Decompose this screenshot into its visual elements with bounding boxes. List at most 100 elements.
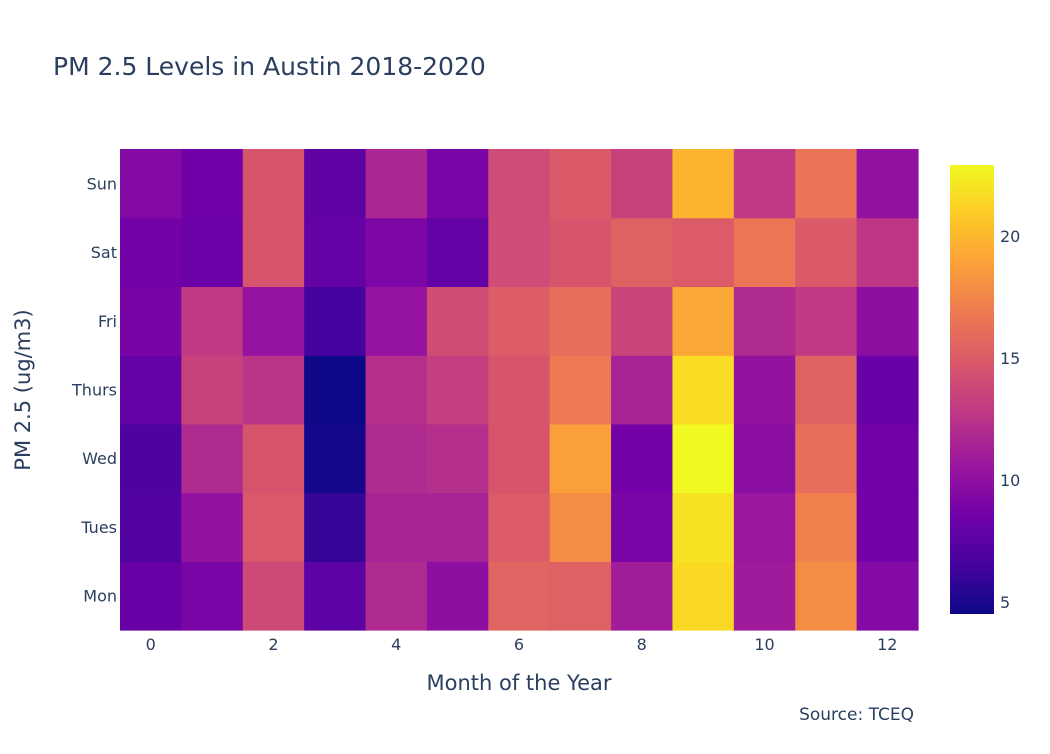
- y-tick-label: Sun: [87, 174, 117, 193]
- heatmap-cell-sat-8: [611, 217, 674, 288]
- colorbar-tick-label: 15: [1000, 349, 1020, 368]
- heatmap-cell-mon-7: [549, 561, 612, 631]
- heatmap-cell-wed-11: [795, 423, 858, 494]
- heatmap-cell-thurs-5: [426, 355, 489, 425]
- colorbar-tick-label: 5: [1000, 593, 1010, 612]
- heatmap-cells: [120, 149, 919, 631]
- x-axis-title: Month of the Year: [426, 671, 611, 695]
- heatmap-cell-fri-9: [672, 286, 735, 356]
- heatmap-cell-mon-1: [181, 561, 244, 631]
- heatmap-cell-thurs-0: [120, 355, 182, 425]
- x-tick-label: 8: [637, 635, 647, 654]
- heatmap-cell-thurs-2: [242, 355, 305, 425]
- heatmap-cell-sun-12: [856, 149, 919, 219]
- heatmap-cell-tues-11: [795, 492, 858, 562]
- heatmap-cell-sat-5: [426, 217, 489, 288]
- heatmap-cell-tues-0: [120, 492, 182, 562]
- colorbar-tick-label: 10: [1000, 471, 1020, 490]
- heatmap-cell-wed-8: [611, 423, 674, 494]
- y-axis-title: PM 2.5 (ug/m3): [11, 309, 35, 470]
- heatmap-cell-fri-4: [365, 286, 428, 356]
- heatmap-cell-sat-6: [488, 217, 551, 288]
- heatmap-cell-mon-11: [795, 561, 858, 631]
- heatmap-cell-tues-10: [733, 492, 796, 562]
- x-tick-label: 0: [146, 635, 156, 654]
- heatmap-cell-sun-7: [549, 149, 612, 219]
- x-tick-label: 12: [877, 635, 897, 654]
- heatmap-cell-sun-8: [611, 149, 674, 219]
- heatmap-cell-sat-1: [181, 217, 244, 288]
- heatmap-cell-mon-10: [733, 561, 796, 631]
- heatmap-cell-wed-7: [549, 423, 612, 494]
- heatmap-cell-sun-3: [304, 149, 367, 219]
- heatmap-cell-thurs-12: [856, 355, 919, 425]
- heatmap-cell-tues-12: [856, 492, 919, 562]
- source-note: Source: TCEQ: [799, 705, 914, 725]
- heatmap-cell-mon-9: [672, 561, 735, 631]
- x-tick-label: 10: [754, 635, 774, 654]
- heatmap-cell-mon-12: [856, 561, 919, 631]
- heatmap-cell-fri-11: [795, 286, 858, 356]
- heatmap-cell-wed-3: [304, 423, 367, 494]
- heatmap-cell-sat-0: [120, 217, 182, 288]
- heatmap-cell-wed-12: [856, 423, 919, 494]
- heatmap-cell-wed-6: [488, 423, 551, 494]
- heatmap-cell-sat-7: [549, 217, 612, 288]
- heatmap-cell-fri-2: [242, 286, 305, 356]
- colorbar-tick-label: 20: [1000, 227, 1020, 246]
- heatmap-cell-fri-6: [488, 286, 551, 356]
- heatmap-cell-thurs-10: [733, 355, 796, 425]
- heatmap-cell-fri-7: [549, 286, 612, 356]
- y-tick-label: Sat: [91, 243, 117, 262]
- heatmap-cell-mon-8: [611, 561, 674, 631]
- heatmap-cell-thurs-1: [181, 355, 244, 425]
- y-tick-label: Mon: [83, 587, 117, 606]
- heatmap-cell-sat-2: [242, 217, 305, 288]
- heatmap-cell-thurs-4: [365, 355, 428, 425]
- heatmap-cell-mon-2: [242, 561, 305, 631]
- x-tick-label: 4: [391, 635, 401, 654]
- y-tick-label: Thurs: [71, 381, 117, 400]
- colorbar: [950, 165, 994, 614]
- heatmap-cell-sat-10: [733, 217, 796, 288]
- heatmap-cell-wed-2: [242, 423, 305, 494]
- heatmap-cell-sun-5: [426, 149, 489, 219]
- heatmap-cell-fri-8: [611, 286, 674, 356]
- heatmap-cell-fri-10: [733, 286, 796, 356]
- heatmap-cell-sat-11: [795, 217, 858, 288]
- heatmap-cell-sat-4: [365, 217, 428, 288]
- heatmap-cell-tues-6: [488, 492, 551, 562]
- heatmap-cell-fri-12: [856, 286, 919, 356]
- heatmap-cell-mon-5: [426, 561, 489, 631]
- heatmap-cell-fri-5: [426, 286, 489, 356]
- heatmap-cell-sun-6: [488, 149, 551, 219]
- heatmap-cell-sun-11: [795, 149, 858, 219]
- x-tick-label: 6: [514, 635, 524, 654]
- heatmap-cell-tues-5: [426, 492, 489, 562]
- heatmap-cell-sat-12: [856, 217, 919, 288]
- heatmap-cell-fri-0: [120, 286, 182, 356]
- heatmap-cell-thurs-6: [488, 355, 551, 425]
- heatmap-cell-tues-4: [365, 492, 428, 562]
- x-axis-ticks: 0 2 4 6 8 10 12: [146, 635, 898, 654]
- heatmap-cell-sun-2: [242, 149, 305, 219]
- heatmap-cell-tues-1: [181, 492, 244, 562]
- heatmap-cell-sun-10: [733, 149, 796, 219]
- colorbar-ticks: 5 10 15 20: [1000, 227, 1020, 612]
- heatmap-cell-tues-3: [304, 492, 367, 562]
- heatmap-cell-fri-1: [181, 286, 244, 356]
- heatmap-cell-sun-9: [672, 149, 735, 219]
- heatmap-cell-fri-3: [304, 286, 367, 356]
- y-axis-ticks: Mon Tues Wed Thurs Fri Sat Sun: [71, 174, 117, 605]
- heatmap-cell-mon-0: [120, 561, 182, 631]
- heatmap-cell-wed-9: [672, 423, 735, 494]
- heatmap-cell-tues-9: [672, 492, 735, 562]
- y-tick-label: Wed: [82, 449, 117, 468]
- heatmap-cell-sat-3: [304, 217, 367, 288]
- heatmap-cell-mon-6: [488, 561, 551, 631]
- heatmap-cell-thurs-8: [611, 355, 674, 425]
- heatmap-cell-sat-9: [672, 217, 735, 288]
- heatmap-cell-mon-3: [304, 561, 367, 631]
